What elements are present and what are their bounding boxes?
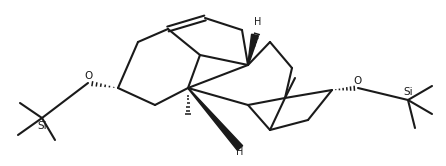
- Text: O: O: [354, 76, 362, 86]
- Polygon shape: [248, 34, 258, 65]
- Text: H: H: [236, 147, 244, 157]
- Text: Si: Si: [37, 121, 47, 131]
- Polygon shape: [188, 88, 243, 150]
- Text: Si: Si: [403, 87, 413, 97]
- Text: H: H: [254, 17, 262, 27]
- Text: O: O: [84, 71, 92, 81]
